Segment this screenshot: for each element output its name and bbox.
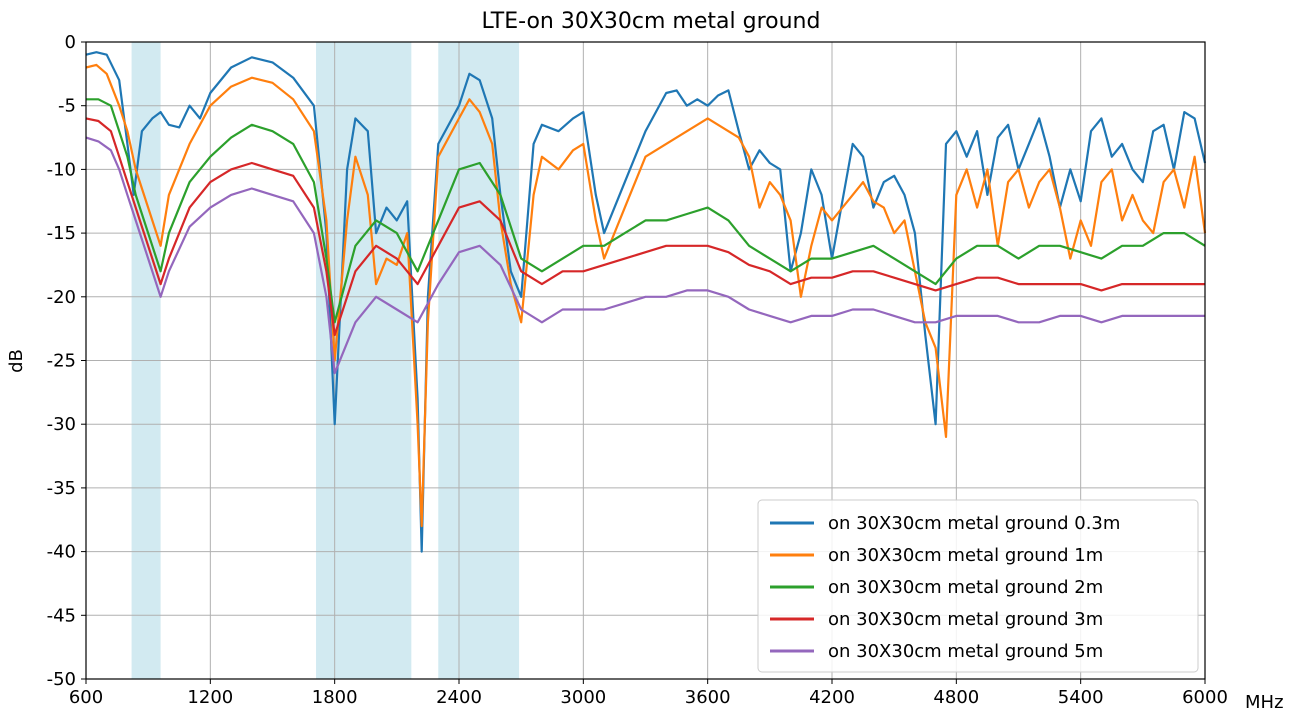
legend-label: on 30X30cm metal ground 1m	[828, 545, 1103, 566]
legend-label: on 30X30cm metal ground 5m	[828, 641, 1103, 662]
x-tick-label: 4800	[933, 687, 979, 708]
x-tick-label: 1200	[187, 687, 233, 708]
legend: on 30X30cm metal ground 0.3m on 30X30cm m…	[757, 499, 1199, 673]
y-tick-label: -40	[47, 542, 76, 563]
chart-title: LTE-on 30X30cm metal ground	[482, 9, 821, 34]
x-tick-label: 3000	[560, 687, 606, 708]
y-tick-label: -25	[47, 351, 76, 372]
x-tick-label: 600	[69, 687, 103, 708]
x-tick-label: 2400	[436, 687, 482, 708]
legend-label: on 30X30cm metal ground 3m	[828, 609, 1103, 630]
series-line	[85, 63, 1207, 528]
series-lines	[85, 51, 1207, 553]
legend-label: on 30X30cm metal ground 0.3m	[828, 513, 1120, 534]
series-line	[85, 51, 1207, 553]
y-tick-label: -45	[47, 605, 76, 626]
y-tick-label: -5	[58, 96, 76, 117]
series-line	[85, 136, 1205, 375]
x-axis-unit: MHz	[1245, 692, 1284, 713]
y-axis-label: dB	[6, 349, 27, 373]
y-tick-label: -20	[47, 287, 76, 308]
series-line	[85, 117, 1205, 337]
x-tick-label: 3600	[685, 687, 731, 708]
y-tick-label: -35	[47, 478, 76, 499]
y-tick-label: -10	[47, 159, 76, 180]
y-tick-label: 0	[65, 32, 76, 53]
y-axis-ticks: 0 -5 -10 -15 -20 -25 -30 -35 -40 -45 -50	[47, 32, 86, 690]
x-tick-label: 6000	[1182, 687, 1228, 708]
y-tick-label: -15	[47, 223, 76, 244]
legend-box	[757, 499, 1199, 673]
x-tick-label: 4200	[809, 687, 855, 708]
x-tick-label: 5400	[1058, 687, 1104, 708]
legend-label: on 30X30cm metal ground 2m	[828, 577, 1103, 598]
y-tick-label: -50	[47, 669, 76, 690]
x-tick-label: 1800	[312, 687, 358, 708]
series-line	[86, 98, 1206, 324]
x-axis-ticks: 600 1200 1800 2400 3000 3600 4200 4800 5400 6000	[69, 679, 1228, 708]
y-tick-label: -30	[47, 414, 76, 435]
